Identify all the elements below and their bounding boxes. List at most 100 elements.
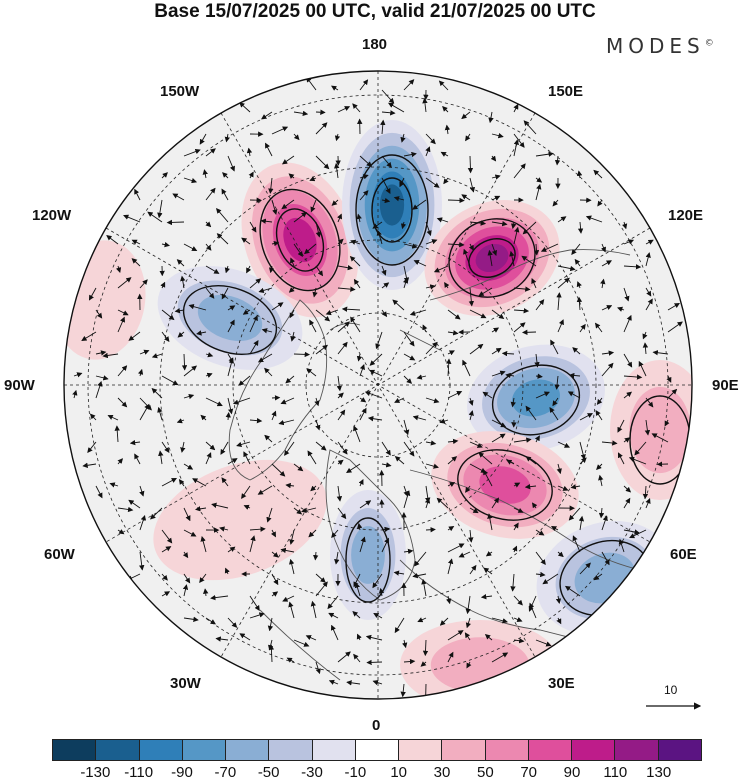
- wind-vector: [403, 353, 416, 361]
- wind-vector: [107, 414, 119, 421]
- wind-vector: [227, 155, 235, 172]
- wind-vector: [205, 617, 216, 625]
- wind-vector: [642, 485, 649, 500]
- wind-vector: [469, 564, 477, 575]
- wind-vector: [380, 119, 386, 135]
- wind-vector: [513, 226, 520, 245]
- wind-vector: [172, 193, 185, 201]
- wind-vector: [117, 458, 123, 465]
- wind-vector: [293, 639, 310, 647]
- wind-vector: [359, 407, 367, 421]
- wind-vector: [337, 459, 344, 466]
- wind-vector: [289, 558, 295, 575]
- wind-vector: [265, 142, 273, 157]
- wind-vector: [264, 367, 273, 377]
- wind-vector: [205, 221, 212, 228]
- wind-vector: [568, 507, 581, 521]
- wind-vector: [462, 359, 471, 377]
- wind-vector: [597, 199, 603, 207]
- wind-vector: [617, 306, 625, 312]
- wind-vector: [534, 353, 540, 368]
- wind-vector: [425, 463, 439, 469]
- wind-vector: [422, 324, 428, 333]
- wind-vector: [282, 595, 295, 602]
- wind-vector: [644, 419, 651, 436]
- wind-vector: [478, 287, 493, 297]
- wind-vector: [219, 526, 229, 532]
- wind-vector: [554, 375, 560, 390]
- wind-vector: [513, 103, 519, 113]
- wind-vector: [425, 177, 440, 188]
- wind-vector: [529, 602, 537, 619]
- wind-vector: [337, 213, 343, 223]
- wind-vector: [436, 217, 449, 223]
- wind-vector: [359, 536, 366, 553]
- wind-vector: [447, 558, 454, 575]
- wind-vector: [447, 350, 455, 356]
- wind-vector: [290, 257, 296, 267]
- wind-vector: [257, 353, 273, 363]
- wind-vector: [334, 551, 340, 565]
- wind-vector: [402, 277, 409, 289]
- wind-vector: [289, 309, 295, 319]
- wind-vector: [601, 305, 613, 311]
- wind-vector: [224, 133, 230, 143]
- wind-vector: [409, 309, 427, 316]
- wind-vector: [551, 526, 559, 532]
- wind-vector: [182, 551, 189, 559]
- wind-vector: [465, 485, 471, 493]
- wind-vector: [359, 397, 367, 403]
- wind-vector: [394, 617, 405, 634]
- wind-vector: [491, 652, 509, 663]
- wind-vector: [623, 353, 633, 368]
- wind-vector: [271, 591, 279, 597]
- wind-vector: [346, 680, 361, 686]
- wind-vector: [413, 260, 427, 267]
- wind-vector: [221, 287, 229, 300]
- wind-vector: [642, 331, 648, 340]
- wind-vector: [369, 353, 383, 366]
- wind-vector: [290, 331, 296, 342]
- colorbar-swatch: [658, 740, 701, 760]
- wind-vector: [576, 281, 582, 289]
- wind-vector: [241, 485, 251, 500]
- wind-vector: [623, 287, 630, 302]
- wind-vector: [447, 456, 458, 465]
- wind-vector: [425, 397, 440, 404]
- wind-vector: [491, 617, 508, 624]
- wind-vector: [600, 278, 606, 289]
- wind-vector: [364, 391, 383, 399]
- colorbar-swatch: [442, 740, 486, 760]
- wind-vector: [249, 595, 260, 611]
- wind-vector: [447, 482, 456, 488]
- wind-vector: [596, 397, 603, 405]
- wind-vector: [446, 358, 452, 377]
- wind-vector: [425, 341, 438, 355]
- wind-vector: [617, 452, 625, 465]
- wind-vector: [341, 306, 361, 312]
- wind-vector: [487, 513, 493, 531]
- wind-vector: [353, 653, 361, 663]
- wind-vector: [381, 89, 395, 104]
- wind-vector: [315, 265, 324, 277]
- wind-vector: [509, 250, 515, 267]
- wind-vector: [220, 441, 229, 455]
- wind-vector: [365, 634, 383, 641]
- wind-vector: [131, 239, 141, 245]
- wind-vector: [629, 529, 647, 539]
- wind-vector: [447, 330, 459, 336]
- wind-vector: [567, 391, 581, 399]
- wind-vector: [150, 507, 163, 520]
- wind-vector: [183, 177, 198, 184]
- wind-vector: [447, 438, 459, 445]
- wind-vector: [381, 462, 392, 468]
- colorbar-tick-label: 10: [390, 764, 407, 781]
- wind-vector: [491, 433, 506, 443]
- wind-vector: [393, 196, 405, 202]
- wind-vector: [271, 463, 286, 477]
- wind-vector: [556, 463, 562, 475]
- wind-vector: [400, 133, 406, 143]
- wind-vector: [664, 419, 670, 427]
- wind-vector: [309, 176, 317, 182]
- wind-vector: [353, 425, 361, 443]
